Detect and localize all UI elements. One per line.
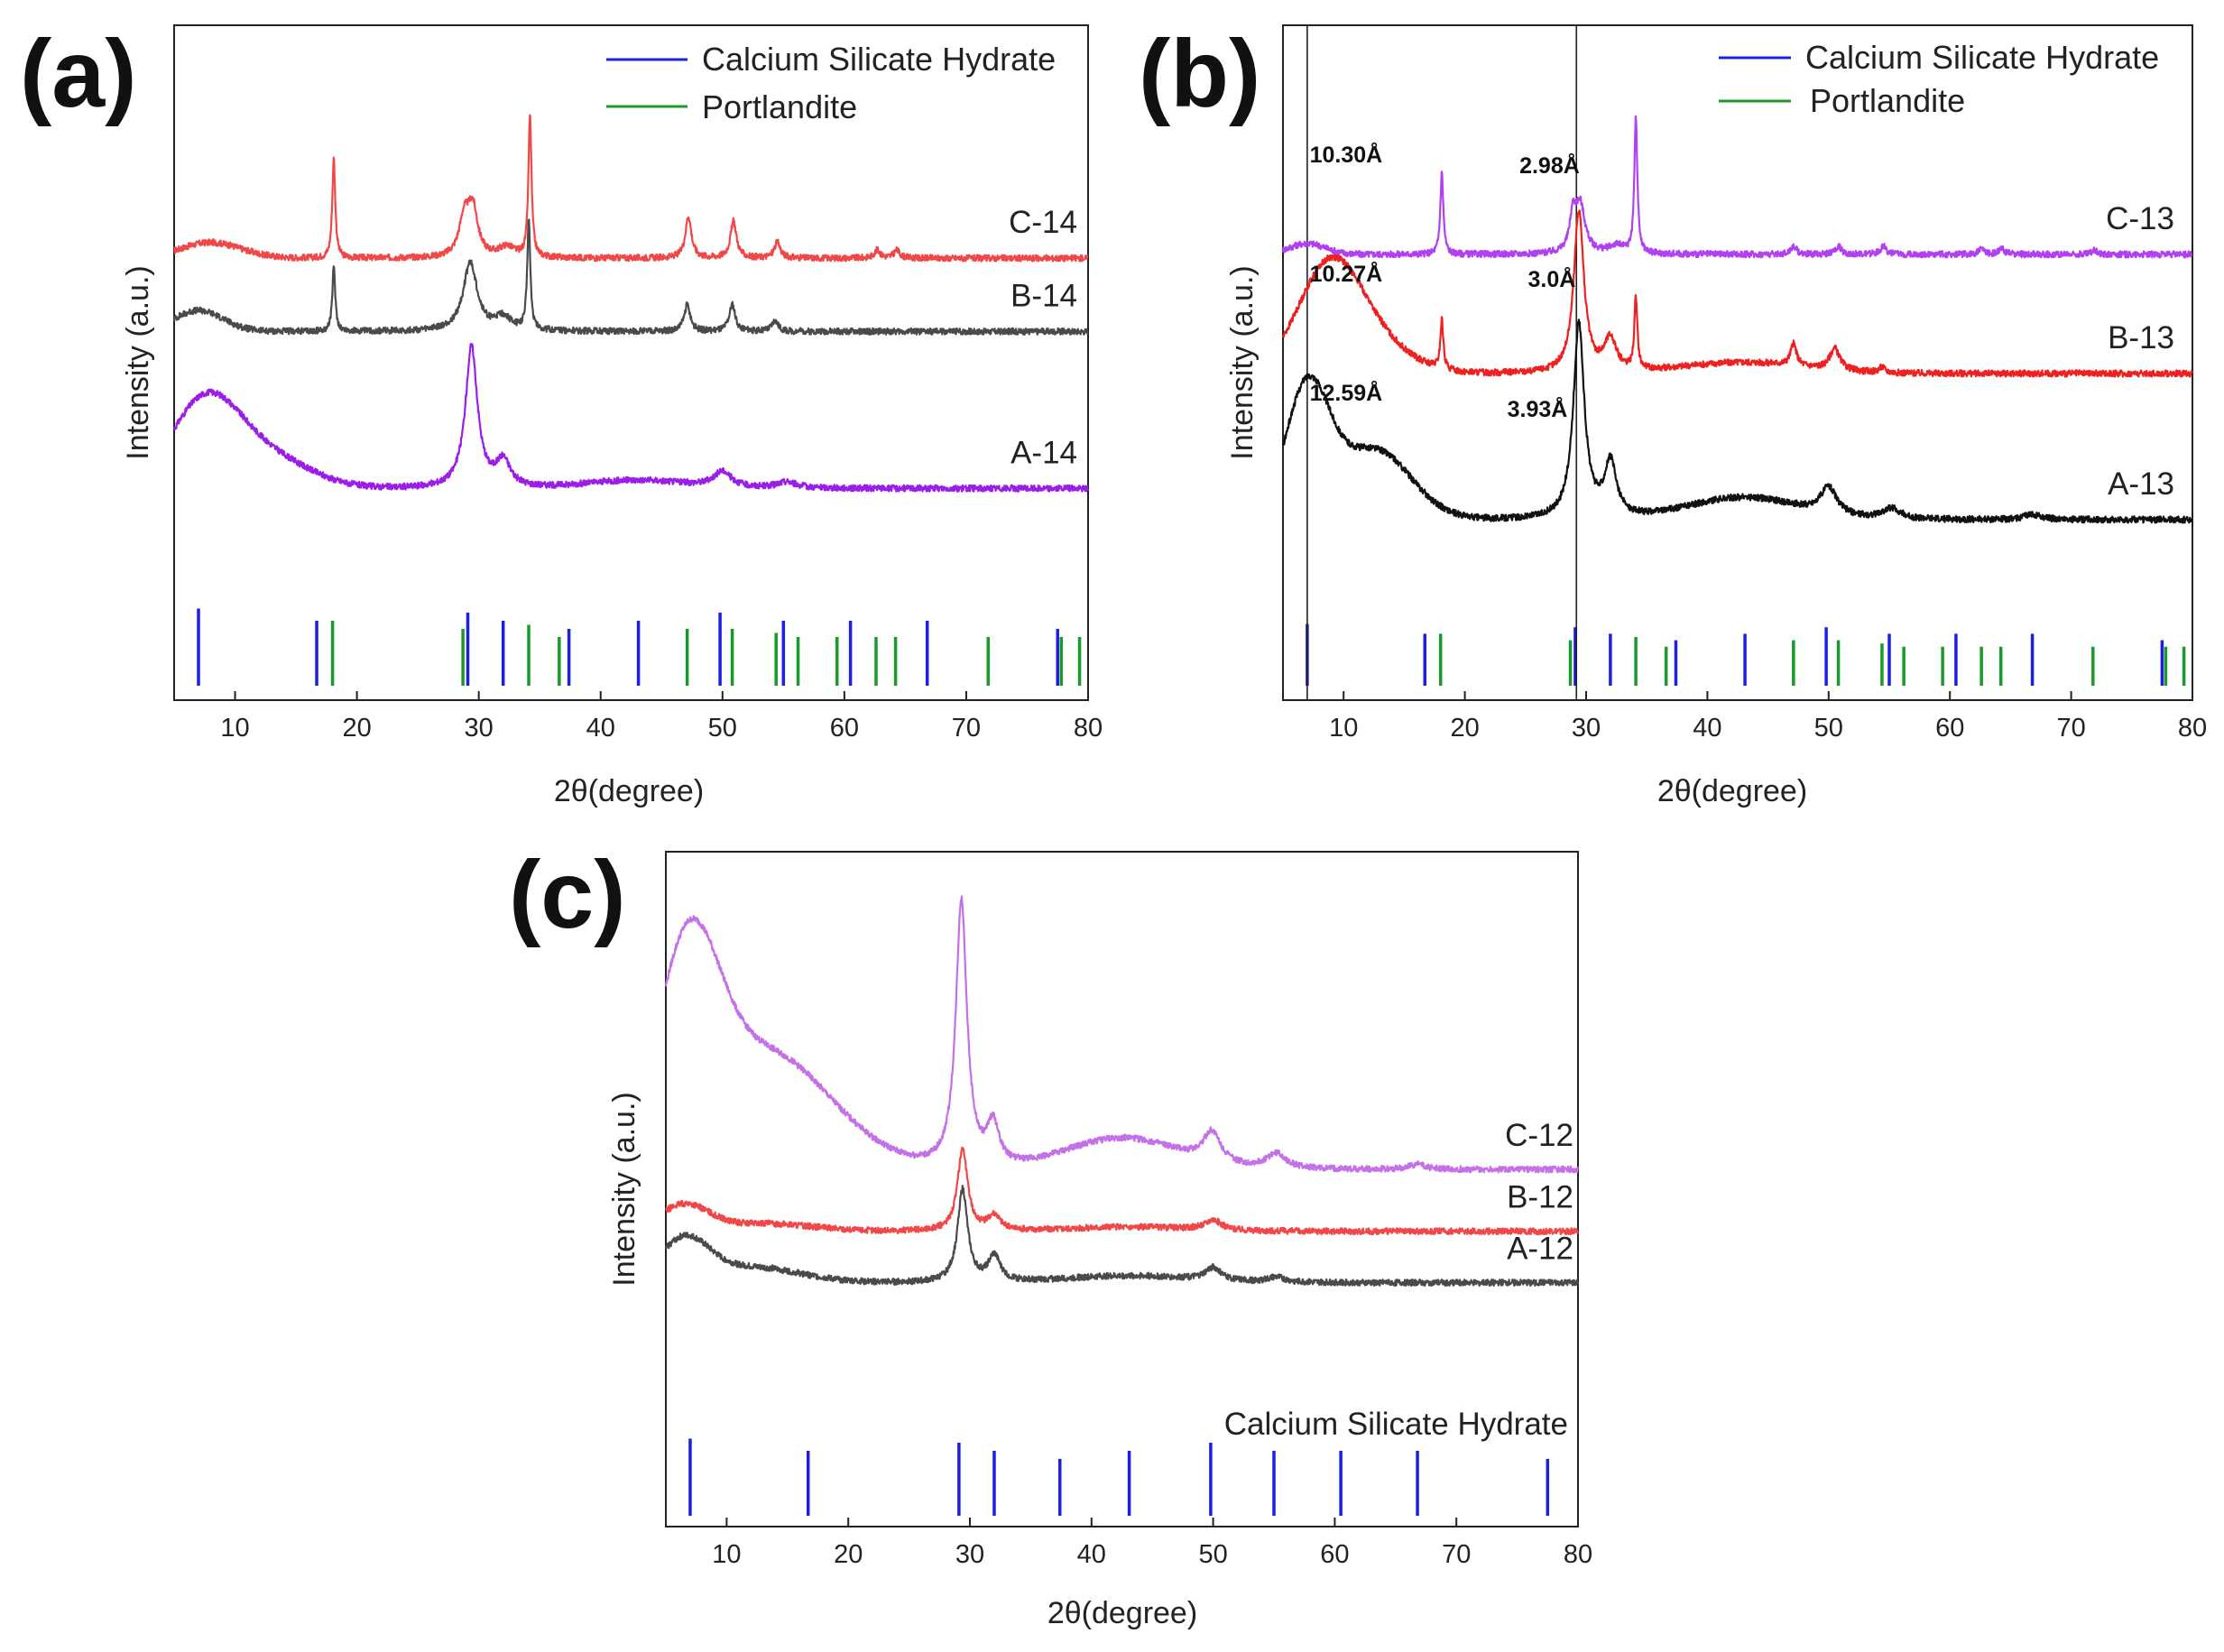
reference-lines-a — [197, 608, 1082, 686]
annotation-12.59Å: 12.59Å — [1310, 380, 1383, 406]
x-tick-label-a-80: 80 — [1074, 714, 1103, 743]
series-group-b: C-13 B-13 A-13 — [1281, 115, 2193, 524]
x-tick-label-c-30: 30 — [955, 1540, 984, 1569]
reference-title-c: Calcium Silicate Hydrate — [1224, 1407, 1568, 1442]
x-axis-label-b: 2θ(degree) — [1657, 774, 1807, 808]
series-label-B-13: B-13 — [2108, 320, 2174, 355]
panel-c: (c) 2θ(degree) Intensity (a.u.) 10 20 30 40… — [509, 842, 1592, 1630]
panel-a: (a) 2θ(degree) Intensity (a.u.) 10 20 30 40… — [20, 21, 1103, 808]
x-tick-label-a-50: 50 — [708, 714, 737, 743]
legend-label-csh-b: Calcium Silicate Hydrate — [1805, 39, 2159, 76]
annotation-10.30Å: 10.30Å — [1310, 142, 1383, 168]
x-ticks-a: 10 20 30 40 50 60 70 80 — [220, 691, 1103, 743]
x-tick-label-c-50: 50 — [1198, 1540, 1227, 1569]
series-line-C-13 — [1281, 115, 2193, 259]
annotation-2.98Å: 2.98Å — [1519, 152, 1580, 179]
x-tick-label-a-40: 40 — [586, 714, 615, 743]
x-axis-label-c: 2θ(degree) — [1047, 1596, 1197, 1630]
x-tick-label-b-60: 60 — [1935, 714, 1964, 743]
x-tick-label-c-20: 20 — [834, 1540, 863, 1569]
x-tick-label-b-10: 10 — [1329, 714, 1358, 743]
y-axis-label-a: Intensity (a.u.) — [121, 265, 155, 459]
plot-frame-b — [1282, 24, 2193, 701]
panel-label-a: (a) — [20, 21, 137, 127]
legend-label-portlandite-b: Portlandite — [1810, 82, 1965, 119]
x-tick-label-c-80: 80 — [1564, 1540, 1592, 1569]
legend-a: Calcium Silicate Hydrate Portlandite — [606, 41, 1056, 125]
series-line-B-12 — [665, 1146, 1579, 1236]
annotation-3.93Å: 3.93Å — [1508, 396, 1568, 422]
series-line-C-14 — [173, 114, 1089, 263]
x-tick-label-a-30: 30 — [465, 714, 494, 743]
annotation-3.0Å: 3.0Å — [1527, 266, 1575, 292]
x-tick-label-c-70: 70 — [1442, 1540, 1471, 1569]
series-label-C-14: C-14 — [1009, 205, 1077, 240]
legend-label-portlandite-a: Portlandite — [702, 88, 857, 125]
x-axis-label-a: 2θ(degree) — [554, 774, 704, 808]
panel-label-c: (c) — [509, 842, 626, 948]
x-tick-label-b-50: 50 — [1814, 714, 1843, 743]
x-tick-label-b-20: 20 — [1450, 714, 1479, 743]
x-tick-label-a-10: 10 — [220, 714, 249, 743]
d-spacing-guides-b — [1306, 25, 1578, 700]
x-tick-label-c-40: 40 — [1077, 1540, 1106, 1569]
x-ticks-b: 10 20 30 40 50 60 70 80 — [1329, 691, 2207, 743]
x-tick-label-b-80: 80 — [2178, 714, 2207, 743]
panel-label-b: (b) — [1139, 21, 1260, 127]
annotation-10.27Å: 10.27Å — [1310, 261, 1383, 287]
reference-lines-b — [1306, 623, 2186, 686]
x-tick-label-c-60: 60 — [1320, 1540, 1349, 1569]
series-label-A-12: A-12 — [1507, 1232, 1573, 1267]
legend-label-csh-a: Calcium Silicate Hydrate — [702, 41, 1056, 78]
x-tick-label-b-30: 30 — [1572, 714, 1601, 743]
y-axis-label-c: Intensity (a.u.) — [607, 1092, 641, 1286]
legend-b: Calcium Silicate Hydrate Portlandite — [1719, 39, 2159, 119]
x-tick-label-a-60: 60 — [830, 714, 859, 743]
reference-lines-c — [688, 1438, 1550, 1516]
series-label-C-13: C-13 — [2106, 201, 2174, 236]
series-line-B-14 — [172, 218, 1089, 336]
x-tick-label-b-70: 70 — [2056, 714, 2085, 743]
x-tick-label-a-70: 70 — [952, 714, 981, 743]
series-label-B-12: B-12 — [1507, 1180, 1573, 1215]
series-label-A-14: A-14 — [1010, 435, 1077, 470]
plot-frame-c — [665, 851, 1579, 1527]
series-line-A-13 — [1282, 318, 2193, 524]
series-label-A-13: A-13 — [2108, 466, 2174, 502]
series-group-a: C-14 B-14 A-14 — [172, 114, 1089, 493]
x-ticks-c: 10 20 30 40 50 60 70 80 — [712, 1518, 1592, 1569]
series-label-B-14: B-14 — [1010, 278, 1077, 313]
series-line-C-12 — [664, 895, 1579, 1174]
panel-b: (b) 2θ(degree) Intensity (a.u.) 10 20 30 40… — [1139, 21, 2207, 808]
series-line-A-14 — [172, 343, 1089, 493]
x-tick-label-c-10: 10 — [712, 1540, 741, 1569]
series-label-C-12: C-12 — [1505, 1118, 1573, 1153]
x-tick-label-b-40: 40 — [1693, 714, 1721, 743]
y-axis-label-b: Intensity (a.u.) — [1225, 265, 1260, 459]
plot-frame-a — [173, 24, 1089, 701]
series-line-A-12 — [664, 1185, 1579, 1287]
d-spacing-annotations-b: 10.30Å 2.98Å 10.27Å 3.0Å 12.59Å 3.93Å — [1310, 142, 1580, 422]
x-tick-label-a-20: 20 — [342, 714, 371, 743]
series-line-B-13 — [1281, 209, 2193, 378]
series-group-c: C-12 B-12 A-12 — [664, 895, 1579, 1287]
